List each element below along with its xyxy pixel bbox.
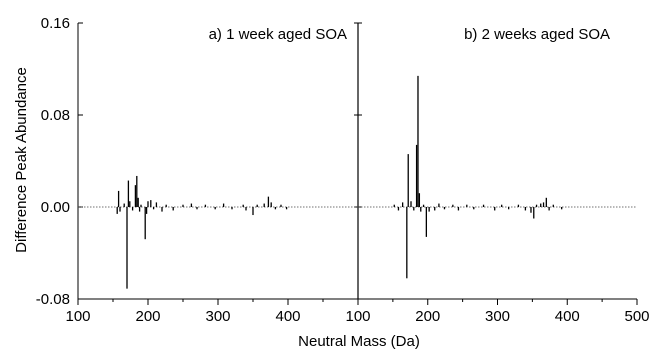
panel-b-x-tick-label: 300 [485, 308, 510, 325]
panel-a-x-tick-label: 400 [275, 308, 300, 325]
panel-b-x-tick-label: 400 [555, 308, 580, 325]
axes: -0.08 0.00 0.08 0.16 100 200 300 400 100 200 300 40… [36, 15, 650, 325]
y-axis-title: Difference Peak Abundance [13, 67, 30, 253]
panel-a-x-tick-label: 200 [135, 308, 160, 325]
panel-b-x-tick-label: 500 [624, 308, 649, 325]
panel-a-label: a) 1 week aged SOA [209, 26, 347, 43]
panel-b-peaks [393, 75, 563, 279]
panel-b-x-tick-label: 100 [345, 308, 370, 325]
panel-a-x-tick-label: 300 [205, 308, 230, 325]
y-tick-label: -0.08 [36, 291, 70, 308]
y-tick-label: 0.00 [41, 199, 70, 216]
y-tick-label: 0.08 [41, 107, 70, 124]
x-axis-title: Neutral Mass (Da) [298, 333, 420, 350]
y-tick-label: 0.16 [41, 15, 70, 32]
panel-b-label: b) 2 weeks aged SOA [464, 26, 610, 43]
panel-b-x-tick-label: 200 [415, 308, 440, 325]
panel-a-x-tick-label: 100 [65, 308, 90, 325]
panel-a-peaks [116, 175, 288, 289]
